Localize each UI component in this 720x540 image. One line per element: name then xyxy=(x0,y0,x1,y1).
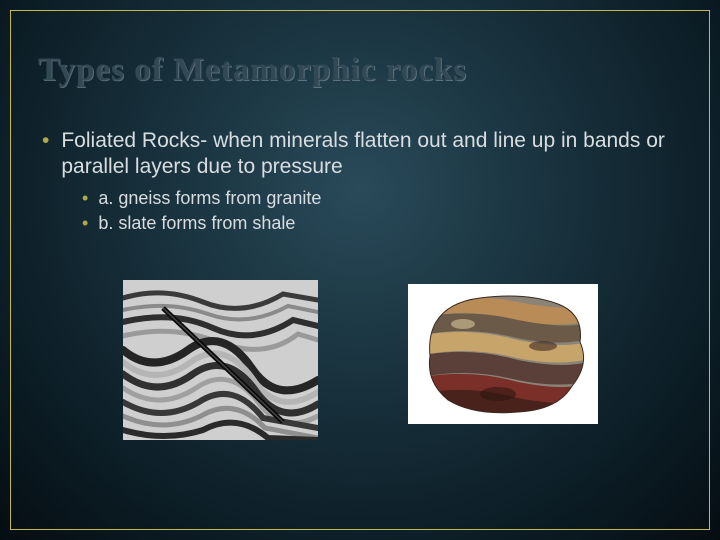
bullet-dot-icon: • xyxy=(82,212,88,235)
bullet-level1: • Foliated Rocks- when minerals flatten … xyxy=(38,128,682,181)
image-row xyxy=(0,280,720,440)
bullet-dot-icon: • xyxy=(42,128,49,181)
bullet-text: b. slate forms from shale xyxy=(98,212,295,235)
bullet-text: Foliated Rocks- when minerals flatten ou… xyxy=(61,128,682,181)
bullet-level2: • b. slate forms from shale xyxy=(82,212,682,235)
slide-title: Types of Metamorphic rocks xyxy=(38,52,467,89)
slide-body: • Foliated Rocks- when minerals flatten … xyxy=(38,128,682,237)
bullet-dot-icon: • xyxy=(82,187,88,210)
bullet-text: a. gneiss forms from granite xyxy=(98,187,321,210)
bullet-level2: • a. gneiss forms from granite xyxy=(82,187,682,210)
folded-gneiss-photo xyxy=(123,280,318,440)
banded-slate-photo xyxy=(408,284,598,424)
